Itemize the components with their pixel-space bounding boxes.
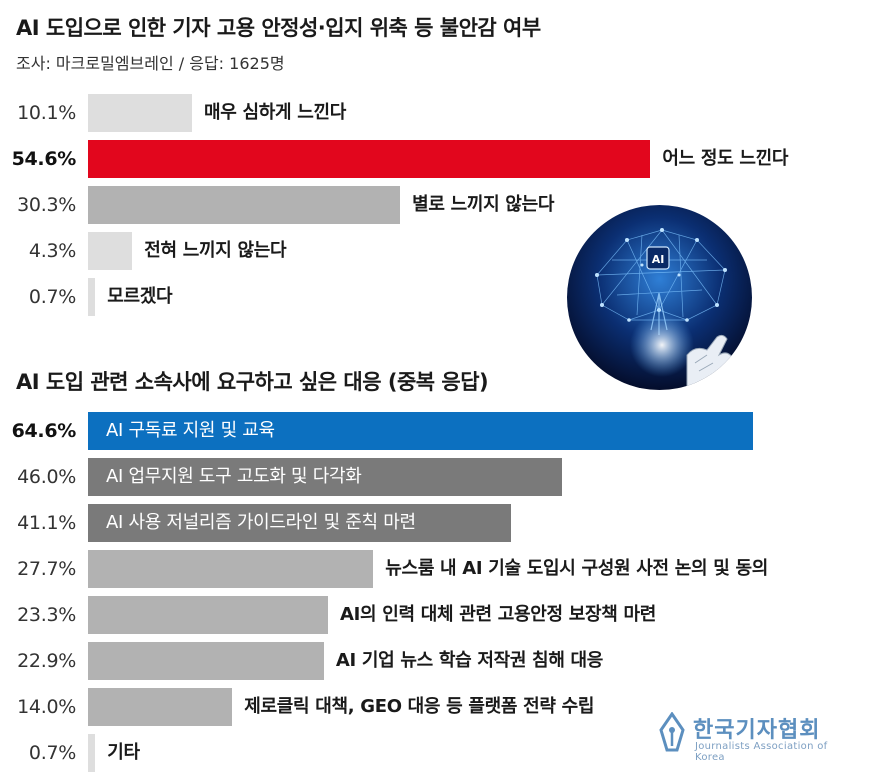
bar — [88, 232, 133, 270]
bar — [88, 550, 374, 588]
value-label: 23.3% — [17, 604, 76, 626]
pen-nib-logo-icon — [659, 712, 685, 752]
value-label: 41.1% — [17, 512, 76, 534]
bar — [88, 458, 562, 496]
logo-name: 한국기자협회 — [693, 718, 821, 743]
bar — [88, 734, 96, 772]
category-label: AI 사용 저널리즘 가이드라인 및 준칙 마련 — [106, 512, 416, 533]
value-label: 22.9% — [17, 650, 76, 672]
bar — [88, 412, 754, 450]
bar — [88, 596, 328, 634]
bar — [88, 140, 651, 178]
value-label: 46.0% — [17, 466, 76, 488]
bar — [88, 278, 96, 316]
value-label: 10.1% — [17, 102, 76, 124]
logo: 한국기자협회 Journalists Association of Korea — [655, 712, 855, 763]
category-label: 전혀 느끼지 않는다 — [144, 240, 287, 261]
bar — [88, 688, 233, 726]
category-label: 별로 느끼지 않는다 — [412, 194, 555, 215]
category-label: 모르겠다 — [107, 286, 173, 307]
category-label: 제로클릭 대책, GEO 대응 등 플랫폼 전략 수립 — [244, 696, 595, 717]
category-label: 뉴스룸 내 AI 기술 도입시 구성원 사전 논의 및 동의 — [385, 558, 768, 579]
category-label: 기타 — [107, 742, 140, 763]
value-label: 30.3% — [17, 194, 76, 216]
value-label: 0.7% — [28, 742, 76, 764]
category-label: AI의 인력 대체 관련 고용안정 보장책 마련 — [339, 604, 656, 625]
category-label: AI 구독료 지원 및 교육 — [106, 420, 275, 441]
value-label: 14.0% — [17, 696, 76, 718]
chart1-title: AI 도입으로 인한 기자 고용 안정성·입지 위축 등 불안감 여부 — [16, 16, 541, 40]
category-label: AI 업무지원 도구 고도화 및 다각화 — [106, 466, 362, 487]
value-label: 4.3% — [28, 240, 76, 262]
category-label: 매우 심하게 느낀다 — [204, 102, 347, 123]
chart1-subtitle: 조사: 마크로밀엠브레인 / 응답: 1625명 — [16, 54, 285, 73]
bar — [88, 504, 512, 542]
value-label: 0.7% — [28, 286, 76, 308]
category-label: 어느 정도 느낀다 — [662, 148, 789, 169]
bar — [88, 186, 401, 224]
value-label: 27.7% — [17, 558, 76, 580]
category-label: AI 기업 뉴스 학습 저작권 침해 대응 — [335, 650, 604, 671]
value-label: 64.6% — [11, 420, 77, 442]
chart2-title: AI 도입 관련 소속사에 요구하고 싶은 대응 (중복 응답) — [16, 370, 489, 394]
logo-subtitle: Journalists Association of Korea — [695, 741, 828, 763]
bar — [88, 642, 324, 680]
ai-brain-robot-hand-icon: AI — [567, 205, 752, 390]
value-label: 54.6% — [11, 148, 77, 170]
bar — [88, 94, 193, 132]
ai-badge-text: AI — [652, 253, 665, 266]
